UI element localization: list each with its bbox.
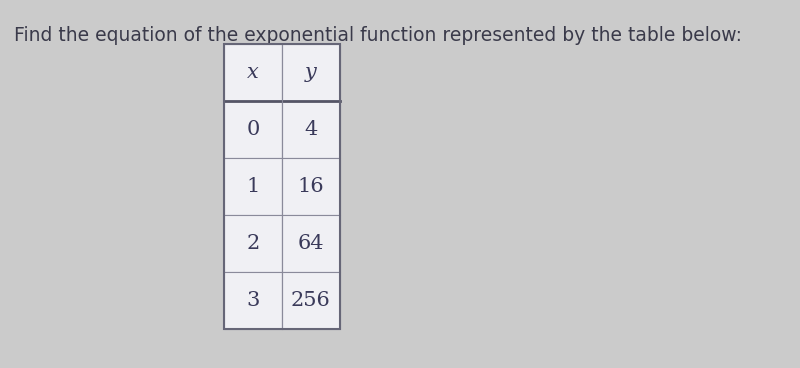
Text: 1: 1 <box>246 177 260 196</box>
Bar <box>282 44 340 101</box>
Bar <box>224 101 282 158</box>
Bar <box>224 158 282 215</box>
Text: Find the equation of the exponential function represented by the table below:: Find the equation of the exponential fun… <box>14 26 742 45</box>
Text: 0: 0 <box>246 120 260 139</box>
Text: 2: 2 <box>246 234 260 253</box>
Text: 256: 256 <box>291 291 330 310</box>
Bar <box>224 272 282 329</box>
Text: 16: 16 <box>298 177 324 196</box>
Bar <box>282 215 340 272</box>
Bar <box>282 101 340 158</box>
Text: x: x <box>247 63 259 82</box>
Bar <box>282 158 340 215</box>
Bar <box>282 272 340 329</box>
Text: 4: 4 <box>304 120 318 139</box>
Bar <box>224 44 282 101</box>
Text: 64: 64 <box>298 234 324 253</box>
Text: 3: 3 <box>246 291 260 310</box>
Text: y: y <box>305 63 317 82</box>
Bar <box>224 215 282 272</box>
